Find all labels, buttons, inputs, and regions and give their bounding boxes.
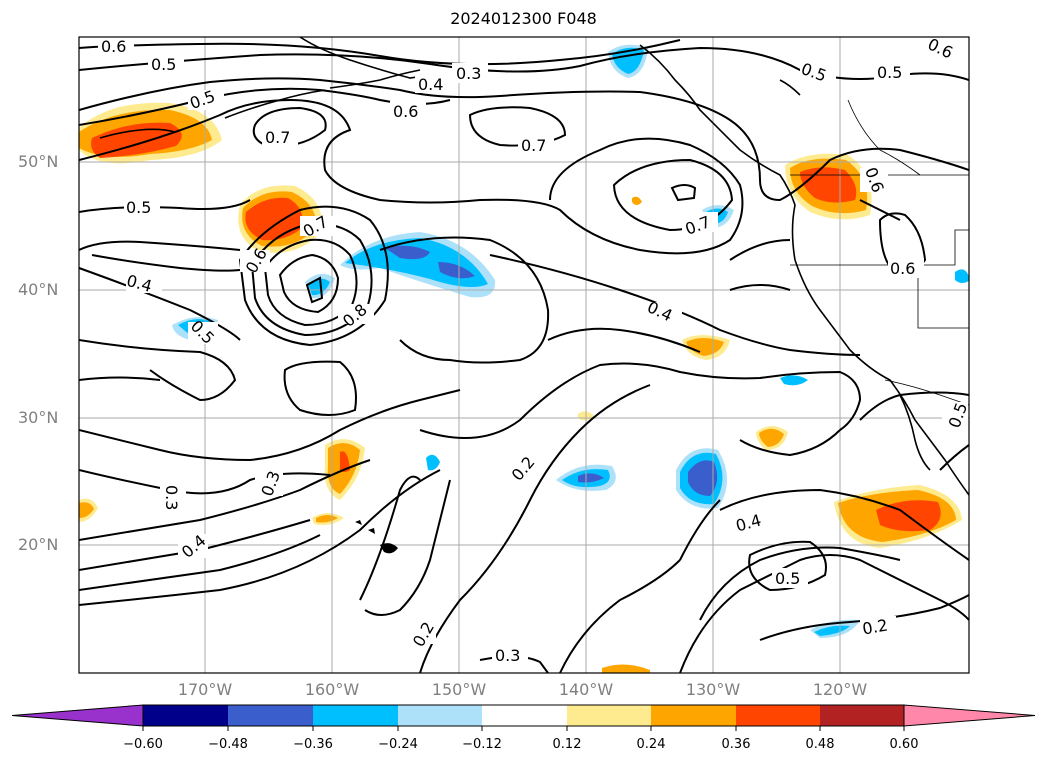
contour-label: 0.7 <box>521 136 546 155</box>
lat-label: 30°N <box>18 408 59 427</box>
lat-label: 40°N <box>18 280 59 299</box>
colorbar-tick: 0.48 <box>805 737 835 752</box>
colorbar-tick: 0.24 <box>636 737 666 752</box>
contour-label: 0.7 <box>265 128 290 147</box>
colorbar-tick: −0.36 <box>293 737 333 752</box>
contour-label: 0.5 <box>126 198 151 217</box>
lat-label: 20°N <box>18 535 59 554</box>
lon-label: 130°W <box>685 680 741 699</box>
contour-label: 0.2 <box>861 615 889 638</box>
map-title: 2024012300 F048 <box>450 9 597 28</box>
contour-label: 0.6 <box>890 259 915 278</box>
colorbar-tick: −0.48 <box>208 737 248 752</box>
colorbar-tick: 0.12 <box>552 737 582 752</box>
contour-label: 0.5 <box>151 55 176 74</box>
islands <box>355 520 398 554</box>
colorbar-tick: −0.60 <box>123 737 163 752</box>
lon-label: 150°W <box>431 680 487 699</box>
lon-label: 120°W <box>812 680 868 699</box>
lon-label: 170°W <box>177 680 233 699</box>
colorbar-tick: −0.12 <box>462 737 502 752</box>
lat-label: 50°N <box>18 152 59 171</box>
contour-label: 0.3 <box>495 646 520 665</box>
colorbar <box>11 704 1036 731</box>
contour-label: 0.3 <box>456 64 481 83</box>
borders <box>790 99 969 406</box>
contour-label: 0.4 <box>418 75 443 94</box>
colorbar-tick: −0.24 <box>378 737 418 752</box>
coastlines <box>99 37 969 496</box>
contour-label: 0.3 <box>162 485 181 510</box>
contour-label: 0.5 <box>775 569 800 588</box>
contour-label: 0.6 <box>393 102 418 121</box>
lon-label: 140°W <box>558 680 614 699</box>
colorbar-tick: 0.36 <box>721 737 751 752</box>
contour-label: 0.5 <box>877 63 902 82</box>
lon-label: 160°W <box>304 680 360 699</box>
contour-label: 0.6 <box>101 37 126 56</box>
map-frame <box>78 36 970 674</box>
colorbar-tick: 0.60 <box>889 737 919 752</box>
graticule <box>79 37 969 673</box>
